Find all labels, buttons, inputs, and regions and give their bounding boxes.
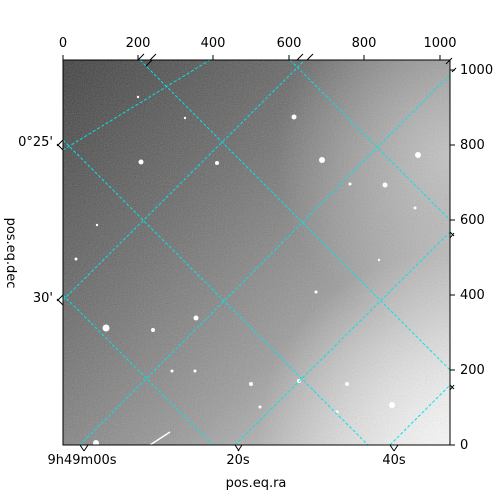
star [95, 223, 99, 227]
world-tick-mark [445, 57, 453, 65]
right-tick-label: 1000 [460, 63, 493, 78]
right-tick-label: 600 [460, 213, 485, 228]
left-tick-label: 0°25' [18, 135, 53, 150]
world-tick-mark [296, 53, 304, 61]
star [415, 152, 421, 158]
world-tick-mark [306, 53, 314, 61]
star [382, 182, 388, 188]
bottom-tick-label: 40s [382, 453, 406, 468]
world-tick-mark [449, 232, 455, 239]
grid-line [63, 139, 369, 445]
star [193, 369, 197, 373]
right-tick-label: 200 [460, 363, 485, 378]
star [319, 157, 325, 163]
world-tick-mark [145, 59, 153, 67]
star [345, 382, 349, 386]
right-tick-label: 0 [460, 438, 468, 453]
world-tick-mark [137, 53, 145, 61]
world-tick-mark [393, 444, 399, 452]
world-tick-mark [389, 444, 395, 452]
top-tick-label: 600 [277, 36, 302, 51]
top-tick-label: 400 [201, 36, 226, 51]
world-axis-ticks [56, 53, 457, 452]
star [138, 159, 144, 165]
y-axis-title: pos.eq.dec [3, 218, 18, 289]
right-tick-label: 800 [460, 138, 485, 153]
star [377, 258, 381, 262]
star [291, 114, 297, 120]
sky-image [63, 60, 450, 445]
world-tick-mark [79, 444, 85, 452]
grid-line [139, 60, 450, 371]
top-tick-label: 200 [126, 36, 151, 51]
bottom-tick-label: 9h49m00s [47, 453, 116, 468]
star [151, 328, 155, 332]
bottom-tick-label: 20s [226, 453, 250, 468]
star [102, 324, 110, 332]
left-tick-label: 30' [33, 291, 53, 306]
grid-line [63, 294, 214, 445]
world-tick-mark [449, 231, 455, 237]
star [93, 440, 99, 445]
star [193, 315, 199, 321]
world-tick-mark [56, 298, 64, 306]
grid-line [289, 60, 450, 221]
coordinate-grid [63, 60, 450, 445]
star [249, 382, 253, 386]
star [215, 161, 219, 165]
right-tick-label: 400 [460, 288, 485, 303]
world-tick-mark [237, 444, 243, 452]
top-tick-label: 800 [352, 36, 377, 51]
star [183, 116, 187, 120]
plot-frame [62, 59, 451, 446]
star [314, 290, 318, 294]
grid-line [389, 384, 450, 445]
world-tick-mark [449, 384, 455, 391]
top-tick-label: 0 [59, 36, 67, 51]
star [389, 402, 395, 408]
star [136, 95, 140, 99]
grid-line [234, 231, 450, 445]
star [348, 182, 352, 186]
x-axis-title: pos.eq.ra [226, 476, 287, 491]
star [413, 206, 417, 210]
streak [149, 431, 171, 445]
star [258, 405, 262, 409]
world-tick-mark [149, 53, 157, 61]
star-field [74, 95, 421, 445]
star [170, 369, 174, 373]
grid-line [63, 60, 211, 151]
grid-line [63, 60, 306, 301]
top-tick-label: 1000 [423, 36, 456, 51]
world-tick-mark [56, 139, 64, 147]
grid-line [79, 74, 450, 445]
world-tick-mark [83, 444, 89, 452]
star [74, 257, 78, 261]
world-tick-mark [451, 67, 457, 73]
